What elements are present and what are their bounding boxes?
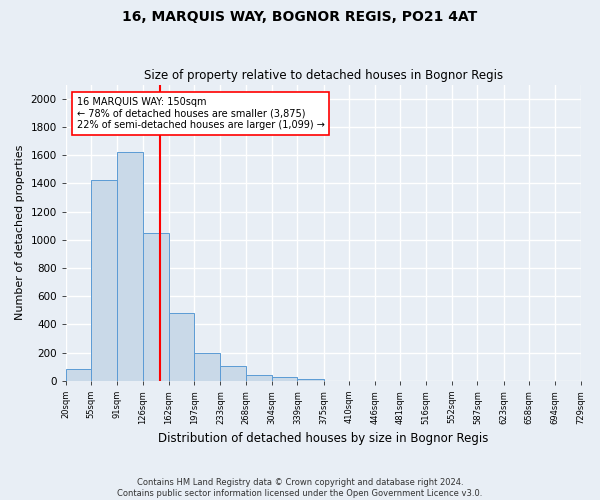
Bar — [143, 232, 169, 381]
Bar — [220, 366, 246, 381]
Text: 16, MARQUIS WAY, BOGNOR REGIS, PO21 4AT: 16, MARQUIS WAY, BOGNOR REGIS, PO21 4AT — [122, 10, 478, 24]
Bar — [118, 152, 143, 381]
Bar — [194, 352, 220, 381]
Bar — [298, 378, 323, 381]
Text: 16 MARQUIS WAY: 150sqm
← 78% of detached houses are smaller (3,875)
22% of semi-: 16 MARQUIS WAY: 150sqm ← 78% of detached… — [77, 98, 325, 130]
Bar — [91, 180, 118, 381]
Text: Contains HM Land Registry data © Crown copyright and database right 2024.
Contai: Contains HM Land Registry data © Crown c… — [118, 478, 482, 498]
Bar — [66, 370, 91, 381]
Y-axis label: Number of detached properties: Number of detached properties — [15, 145, 25, 320]
Bar — [169, 313, 194, 381]
Bar — [246, 375, 272, 381]
X-axis label: Distribution of detached houses by size in Bognor Regis: Distribution of detached houses by size … — [158, 432, 488, 445]
Title: Size of property relative to detached houses in Bognor Regis: Size of property relative to detached ho… — [143, 69, 503, 82]
Bar — [272, 377, 298, 381]
